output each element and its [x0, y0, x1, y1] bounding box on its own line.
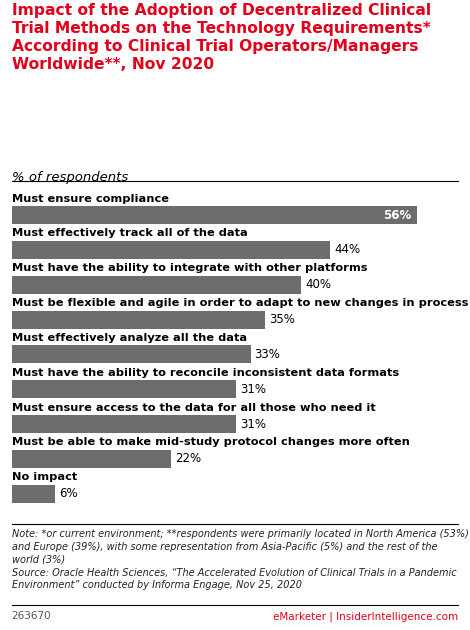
Text: 35%: 35% [269, 313, 295, 326]
Text: Impact of the Adoption of Decentralized Clinical
Trial Methods on the Technology: Impact of the Adoption of Decentralized … [12, 3, 431, 72]
Text: 263670: 263670 [12, 611, 51, 621]
Text: Must be able to make mid-study protocol changes more often: Must be able to make mid-study protocol … [12, 437, 410, 447]
Text: No impact: No impact [12, 472, 77, 482]
Bar [12, 311, 265, 329]
Text: Must ensure access to the data for all those who need it: Must ensure access to the data for all t… [12, 403, 376, 413]
Text: Must effectively analyze all the data: Must effectively analyze all the data [12, 333, 247, 343]
Text: Must ensure compliance: Must ensure compliance [12, 193, 169, 203]
Text: Must be flexible and agile in order to adapt to new changes in process: Must be flexible and agile in order to a… [12, 298, 468, 308]
Text: 33%: 33% [254, 348, 280, 361]
Bar [12, 241, 330, 259]
Text: 31%: 31% [240, 418, 266, 430]
Text: Note: *or current environment; **respondents were primarily located in North Ame: Note: *or current environment; **respond… [12, 529, 469, 590]
Bar [12, 450, 171, 468]
Text: Must effectively track all of the data: Must effectively track all of the data [12, 229, 248, 238]
Text: 6%: 6% [59, 487, 78, 500]
Bar [12, 345, 251, 364]
Text: 56%: 56% [383, 209, 411, 222]
Text: eMarketer | InsiderIntelligence.com: eMarketer | InsiderIntelligence.com [273, 611, 458, 622]
Text: % of respondents: % of respondents [12, 171, 128, 185]
Text: 40%: 40% [305, 278, 331, 291]
Bar [12, 380, 236, 398]
Bar [12, 276, 301, 294]
Text: Must have the ability to integrate with other platforms: Must have the ability to integrate with … [12, 263, 367, 273]
Text: 22%: 22% [175, 452, 201, 466]
Text: 31%: 31% [240, 382, 266, 396]
Bar [12, 206, 417, 224]
Text: 44%: 44% [334, 243, 360, 256]
Bar [12, 484, 55, 503]
Bar [12, 415, 236, 433]
Text: Must have the ability to reconcile inconsistent data formats: Must have the ability to reconcile incon… [12, 368, 399, 378]
